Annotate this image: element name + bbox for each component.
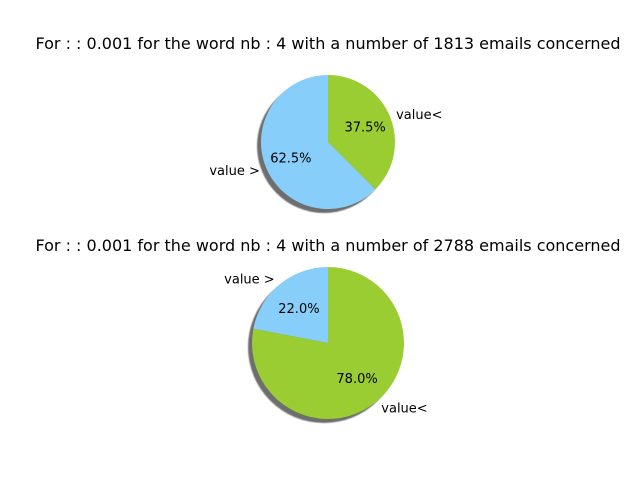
pie-2-label-value-gt: value > — [224, 273, 275, 288]
pie-1-pct-label-value-gt: 62.5% — [270, 151, 311, 166]
pie-chart-2: For : : 0.001 for the word nb : 4 with a… — [35, 236, 621, 423]
pie-2-pct-label-value-gt: 22.0% — [278, 302, 319, 317]
pie-2-slice-value-lt — [252, 267, 405, 419]
pie-1-label-value-lt: value< — [396, 108, 442, 123]
pie-2-slice-value-gt — [253, 267, 328, 343]
pie-chart-1: For : : 0.001 for the word nb : 4 with a… — [35, 34, 621, 213]
pie-2-marks: 22.0%value > 78.0% value< — [224, 267, 428, 423]
pie-1-label-value-gt: value > — [209, 164, 260, 179]
pie-2-pct-label-value-lt: 78.0% — [336, 372, 377, 387]
pie-1-slice-value-lt — [328, 75, 396, 190]
pie-1-title: For : : 0.001 for the word nb : 4 with a… — [35, 34, 620, 53]
pie-1-marks: 62.5% value > 37.5% value< — [209, 75, 442, 213]
pie-2-title: For : : 0.001 for the word nb : 4 with a… — [35, 236, 620, 255]
pie-2-label-value-lt: value< — [381, 401, 427, 416]
pie-1-pct-label-value-lt: 37.5% — [344, 121, 385, 136]
pie-1-slice-value-gt — [261, 75, 376, 210]
